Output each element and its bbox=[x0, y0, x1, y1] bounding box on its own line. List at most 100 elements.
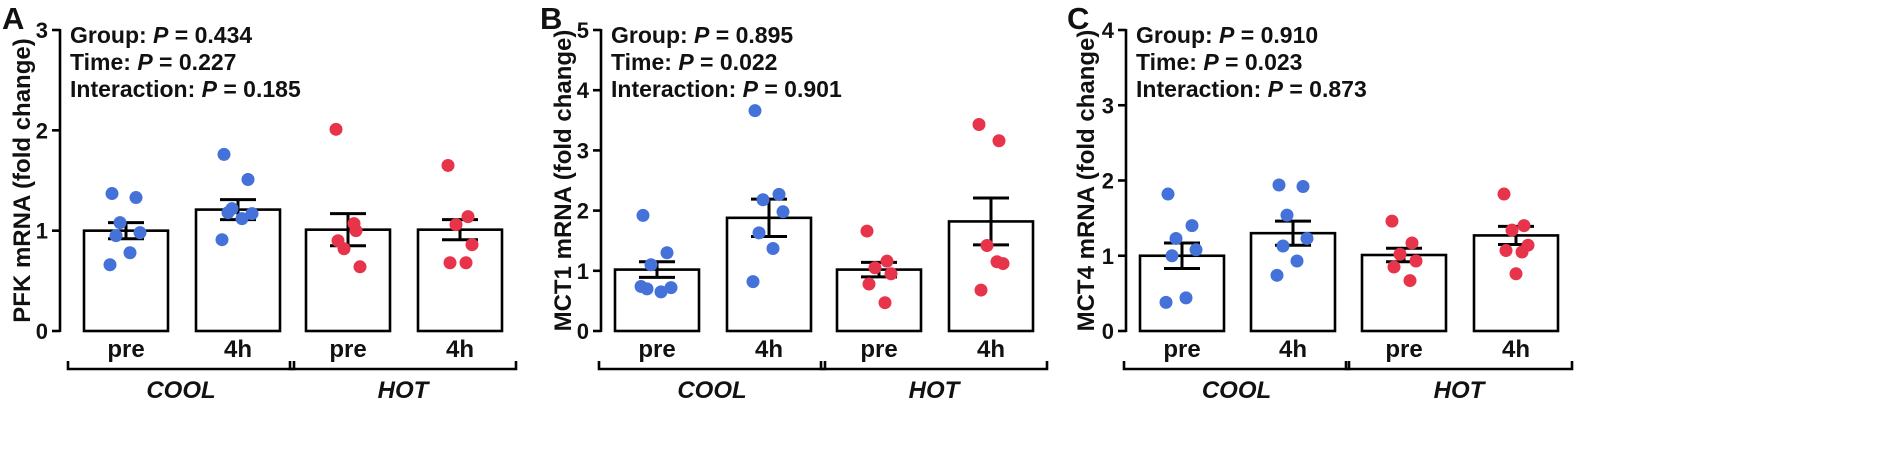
x-category-label: 4h bbox=[224, 336, 252, 363]
group-bracket bbox=[597, 361, 827, 371]
data-point bbox=[1509, 267, 1523, 281]
bar bbox=[1360, 253, 1448, 333]
data-point bbox=[105, 187, 119, 201]
stat-label: Group: bbox=[1136, 22, 1219, 48]
y-tick-label: 4 bbox=[577, 78, 590, 103]
data-point bbox=[461, 210, 475, 224]
data-point bbox=[441, 158, 455, 172]
panel-letter: C bbox=[1067, 1, 1089, 36]
stat-value: = 0.023 bbox=[1219, 49, 1303, 75]
y-tick-label: 2 bbox=[1102, 169, 1114, 194]
data-point bbox=[860, 224, 874, 238]
group-bracket bbox=[1344, 361, 1574, 371]
data-point bbox=[347, 217, 361, 231]
y-tick-label: 1 bbox=[577, 259, 589, 284]
data-point bbox=[103, 258, 117, 272]
stat-p-symbol: P bbox=[1268, 76, 1284, 102]
stat-label: Group: bbox=[611, 22, 694, 48]
stat-label: Interaction: bbox=[70, 76, 202, 102]
data-point bbox=[1300, 231, 1314, 245]
data-point bbox=[109, 229, 123, 243]
data-point bbox=[129, 191, 143, 205]
data-point bbox=[331, 234, 345, 248]
stat-p-symbol: P bbox=[153, 22, 169, 48]
data-point bbox=[459, 256, 473, 270]
bar bbox=[194, 208, 282, 333]
data-point bbox=[636, 208, 650, 222]
data-point bbox=[1387, 260, 1401, 274]
group-label: COOL bbox=[1202, 377, 1271, 404]
data-point bbox=[1159, 295, 1173, 309]
data-point bbox=[1280, 208, 1294, 222]
data-point bbox=[746, 275, 760, 289]
x-category-label: pre bbox=[329, 336, 366, 363]
data-point bbox=[133, 226, 147, 240]
group-bracket bbox=[819, 361, 1049, 371]
stat-p-symbol: P bbox=[678, 49, 694, 75]
stat-label: Time: bbox=[1136, 49, 1203, 75]
data-point bbox=[990, 255, 1004, 269]
group-label: HOT bbox=[378, 377, 431, 404]
data-point bbox=[644, 258, 658, 272]
stat-label: Interaction: bbox=[611, 76, 743, 102]
stat-p-symbol: P bbox=[202, 76, 218, 102]
data-point bbox=[245, 207, 259, 221]
stat-line: Time: P = 0.023 bbox=[1136, 49, 1302, 75]
data-point bbox=[868, 261, 882, 275]
data-point bbox=[660, 246, 674, 260]
bar bbox=[613, 268, 701, 333]
stat-line: Time: P = 0.022 bbox=[611, 49, 777, 75]
stat-label: Time: bbox=[70, 49, 137, 75]
data-point bbox=[1393, 247, 1407, 261]
stat-value: = 0.434 bbox=[168, 22, 252, 48]
data-point bbox=[1179, 291, 1193, 305]
x-category-label: pre bbox=[1385, 336, 1422, 363]
data-point bbox=[1296, 180, 1310, 194]
y-tick-label: 4 bbox=[1102, 18, 1115, 43]
x-category-label: 4h bbox=[755, 336, 783, 363]
stat-line: Group: P = 0.434 bbox=[70, 22, 252, 48]
data-point bbox=[1276, 239, 1290, 253]
x-category-label: pre bbox=[860, 336, 897, 363]
data-point bbox=[1385, 214, 1399, 228]
data-point bbox=[974, 283, 988, 297]
data-point bbox=[1403, 274, 1417, 288]
stat-label: Interaction: bbox=[1136, 76, 1268, 102]
stat-line: Group: P = 0.895 bbox=[611, 22, 793, 48]
stat-line: Interaction: P = 0.901 bbox=[611, 76, 842, 102]
data-point bbox=[748, 104, 762, 118]
stat-value: = 0.873 bbox=[1283, 76, 1367, 102]
y-tick-label: 0 bbox=[36, 319, 48, 344]
y-tick-label: 3 bbox=[36, 18, 48, 43]
data-point bbox=[664, 281, 678, 295]
stat-value: = 0.895 bbox=[709, 22, 793, 48]
group-label: HOT bbox=[909, 377, 962, 404]
y-tick-label: 0 bbox=[577, 319, 589, 344]
data-point bbox=[465, 238, 479, 252]
y-tick-label: 2 bbox=[577, 199, 589, 224]
y-tick-label: 1 bbox=[36, 219, 48, 244]
data-point bbox=[1189, 243, 1203, 257]
stat-value: = 0.227 bbox=[153, 49, 237, 75]
data-point bbox=[1270, 268, 1284, 282]
stat-line: Time: P = 0.227 bbox=[70, 49, 236, 75]
y-axis-title: MCT1 mRNA (fold change) bbox=[550, 30, 577, 332]
bar bbox=[82, 229, 170, 333]
x-category-label: pre bbox=[1163, 336, 1200, 363]
data-point bbox=[1185, 219, 1199, 233]
data-point bbox=[353, 260, 367, 274]
data-point bbox=[235, 212, 249, 226]
data-point bbox=[634, 279, 648, 293]
data-point bbox=[862, 277, 876, 291]
data-point bbox=[123, 246, 137, 260]
x-category-label: 4h bbox=[977, 336, 1005, 363]
x-category-label: pre bbox=[638, 336, 675, 363]
data-point bbox=[972, 118, 986, 132]
data-point bbox=[878, 296, 892, 310]
y-tick-label: 5 bbox=[577, 18, 589, 43]
data-point bbox=[443, 256, 457, 270]
data-point bbox=[880, 254, 894, 268]
